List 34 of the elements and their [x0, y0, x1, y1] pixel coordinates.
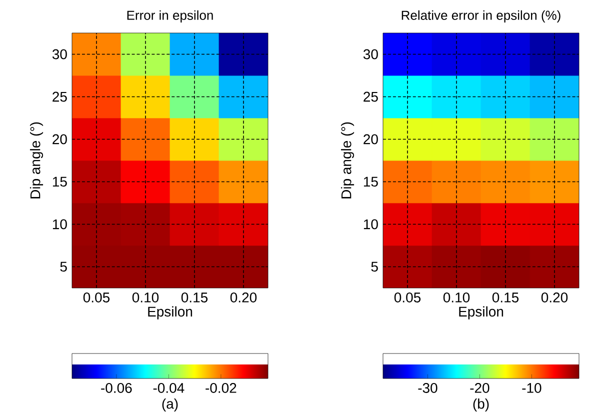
color-bar-label: -10	[522, 383, 542, 393]
x-axis-title: Epsilon	[148, 306, 192, 320]
x-tick-label: 0.10	[443, 292, 470, 302]
y-tick-label: 30	[363, 49, 378, 60]
x-tick-label: 0.20	[541, 292, 568, 302]
y-tick-label: 25	[364, 92, 378, 102]
chart-title: Error in epsilon	[127, 10, 213, 22]
color-bar-label: -20	[470, 383, 490, 393]
x-tick-label: 0.15	[181, 292, 208, 302]
x-tick-label: 0.15	[492, 292, 519, 302]
color-bar-label: -0.04	[153, 383, 184, 393]
text: (a)	[162, 398, 178, 412]
color-bar-label: -30	[418, 383, 438, 393]
y-axis-title: Dip angle (°)	[30, 122, 44, 198]
y-tick-label: 15	[364, 176, 378, 187]
color-bar-label: -0.06	[101, 383, 132, 393]
x-tick-label: 0.10	[132, 292, 159, 302]
x-tick-label: 0.05	[83, 292, 110, 302]
y-tick-label: 5	[60, 262, 67, 272]
y-tick-label: 10	[364, 219, 378, 230]
y-tick-label: 5	[371, 262, 378, 272]
color-bar-label: -0.02	[206, 383, 236, 393]
y-tick-label: 30	[52, 49, 67, 60]
x-tick-label: 0.20	[230, 292, 257, 302]
y-tick-label: 20	[52, 134, 67, 144]
y-tick-label: 25	[52, 92, 67, 102]
x-tick-label: 0.05	[394, 292, 421, 302]
y-axis-title: Dip angle (°)	[340, 122, 354, 198]
chart-title: Relative error in epsilon (%)	[402, 10, 560, 22]
text: (b)	[473, 398, 489, 412]
y-tick-label: 20	[364, 134, 378, 144]
x-axis-title: Epsilon	[459, 306, 504, 320]
y-tick-label: 10	[52, 219, 67, 230]
y-tick-label: 15	[52, 176, 67, 187]
